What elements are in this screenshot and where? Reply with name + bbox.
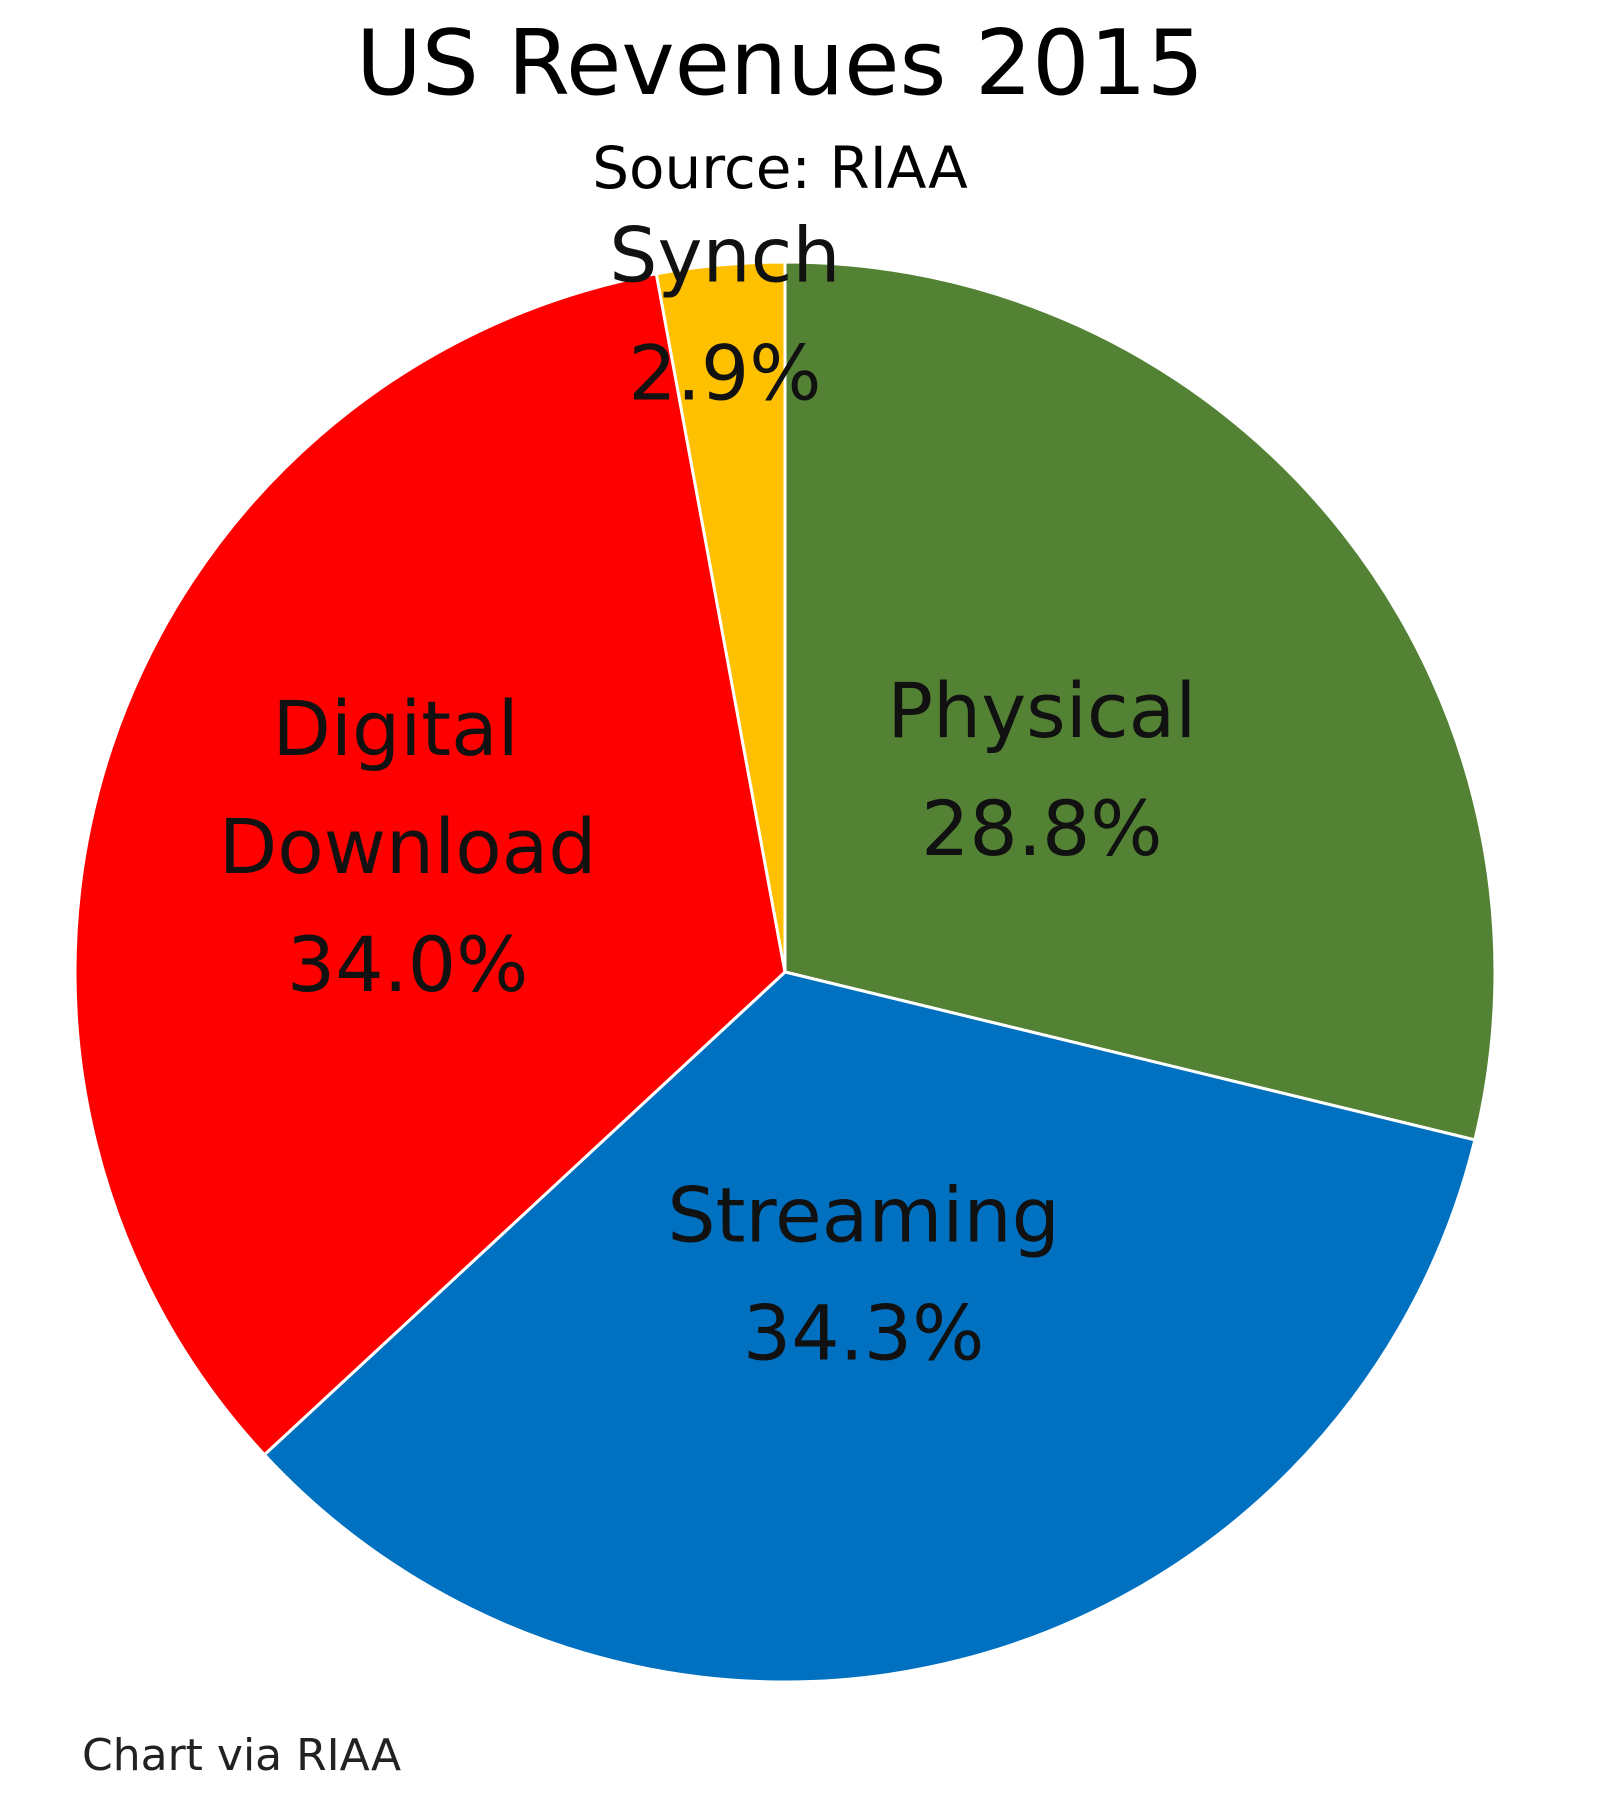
- slice-label-synch: Synch 2.9%: [609, 210, 840, 417]
- slice-name-digital-download: Digital Download: [219, 684, 597, 891]
- pie-slice-physical: [783, 260, 1497, 1142]
- slice-value-synch: 2.9%: [628, 328, 821, 417]
- pie-slice-streaming: [262, 970, 1477, 1684]
- slice-name-physical: Physical: [887, 666, 1196, 755]
- slice-name-synch: Synch: [609, 210, 840, 299]
- slice-label-physical: Physical 28.8%: [887, 666, 1196, 873]
- slice-value-digital-download: 34.0%: [287, 920, 528, 1009]
- pie-slice-digital-download: [73, 272, 787, 1457]
- slice-value-physical: 28.8%: [921, 784, 1162, 873]
- pie-slice-synch: [654, 260, 787, 973]
- pie-labels: Physical 28.8% Streaming 34.3% Digital Downl…: [219, 210, 1197, 1377]
- slice-name-streaming: Streaming: [667, 1170, 1060, 1259]
- chart-subtitle: Source: RIAA: [592, 134, 968, 202]
- slice-label-streaming: Streaming 34.3%: [667, 1170, 1060, 1377]
- pie-slices: [73, 260, 1497, 1684]
- chart-caption: Chart via RIAA: [82, 1730, 402, 1781]
- slice-value-streaming: 34.3%: [743, 1288, 984, 1377]
- slice-label-digital-download: Digital Download 34.0%: [219, 684, 597, 1009]
- chart-title: US Revenues 2015: [355, 11, 1205, 116]
